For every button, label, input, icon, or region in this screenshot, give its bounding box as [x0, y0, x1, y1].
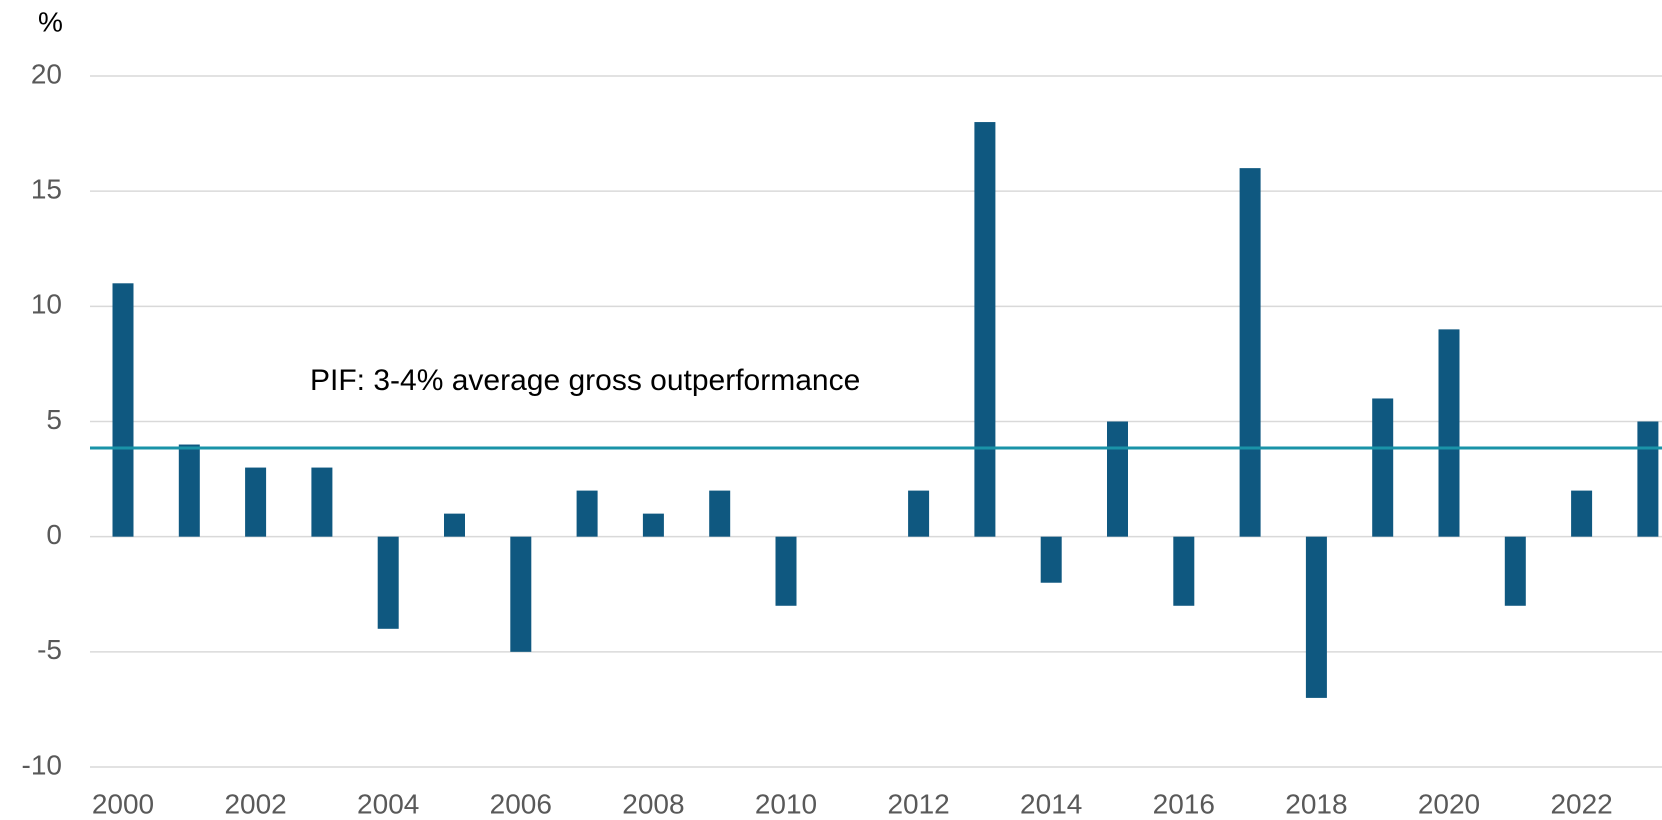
- y-tick-label: 10: [31, 289, 62, 320]
- bar: [1040, 536, 1062, 583]
- bar: [1239, 168, 1261, 537]
- bar: [974, 122, 996, 537]
- bar: [377, 536, 399, 629]
- y-tick-label: -10: [22, 749, 62, 780]
- x-tick-label: 2006: [490, 788, 552, 819]
- x-tick-label: 2018: [1285, 788, 1347, 819]
- y-tick-label: 15: [31, 174, 62, 205]
- x-tick-label: 2000: [92, 788, 154, 819]
- bar: [709, 490, 731, 537]
- bar: [1571, 490, 1593, 537]
- bar: [1305, 536, 1327, 698]
- x-tick-label: 2008: [622, 788, 684, 819]
- y-tick-label: 5: [46, 404, 62, 435]
- x-tick-label: 2014: [1020, 788, 1082, 819]
- bar: [510, 536, 532, 652]
- bar: [576, 490, 598, 537]
- bar: [1173, 536, 1195, 606]
- y-tick-label: 0: [46, 519, 62, 550]
- y-unit: %: [38, 6, 63, 37]
- x-tick-label: 2010: [755, 788, 817, 819]
- bar: [311, 467, 333, 537]
- x-tick-label: 2016: [1153, 788, 1215, 819]
- bar: [245, 467, 267, 537]
- y-tick-label: -5: [37, 634, 62, 665]
- bar: [908, 490, 930, 537]
- bar: [642, 513, 664, 537]
- bar: [1438, 329, 1460, 537]
- bar: [444, 513, 465, 537]
- x-tick-label: 2020: [1418, 788, 1480, 819]
- y-tick-label: 20: [31, 58, 62, 89]
- x-tick-label: 2004: [357, 788, 419, 819]
- bar: [1107, 421, 1128, 537]
- x-tick-label: 2012: [887, 788, 949, 819]
- bar: [1637, 421, 1659, 537]
- bar: [775, 536, 797, 606]
- x-tick-label: 2022: [1550, 788, 1612, 819]
- x-tick-label: 2002: [224, 788, 286, 819]
- bar: [1504, 536, 1526, 606]
- bar: [112, 283, 134, 537]
- annotation: PIF: 3-4% average gross outperformance: [310, 364, 860, 397]
- bar: [178, 444, 200, 537]
- bar: [1372, 398, 1394, 537]
